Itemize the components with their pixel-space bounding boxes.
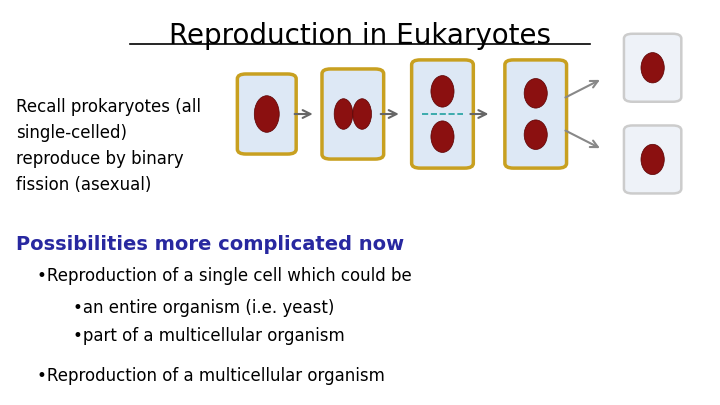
FancyBboxPatch shape (238, 74, 296, 154)
Ellipse shape (334, 99, 353, 129)
Text: Possibilities more complicated now: Possibilities more complicated now (16, 234, 404, 254)
Text: single-celled): single-celled) (16, 124, 127, 142)
Text: •Reproduction of a multicellular organism: •Reproduction of a multicellular organis… (37, 367, 385, 386)
Ellipse shape (641, 53, 665, 83)
Text: •part of a multicellular organism: •part of a multicellular organism (73, 327, 345, 345)
Text: reproduce by binary: reproduce by binary (16, 150, 184, 168)
Ellipse shape (431, 121, 454, 152)
FancyBboxPatch shape (624, 126, 681, 194)
Ellipse shape (524, 79, 547, 108)
Ellipse shape (353, 99, 372, 129)
Text: •an entire organism (i.e. yeast): •an entire organism (i.e. yeast) (73, 299, 335, 317)
Ellipse shape (524, 120, 547, 149)
Ellipse shape (254, 96, 279, 132)
Text: Recall prokaryotes (all: Recall prokaryotes (all (16, 98, 201, 116)
Text: Reproduction in Eukaryotes: Reproduction in Eukaryotes (169, 21, 551, 49)
FancyBboxPatch shape (505, 60, 567, 168)
Text: fission (asexual): fission (asexual) (16, 176, 151, 194)
Text: •Reproduction of a single cell which could be: •Reproduction of a single cell which cou… (37, 267, 412, 285)
Ellipse shape (641, 144, 665, 175)
FancyBboxPatch shape (322, 69, 384, 159)
FancyBboxPatch shape (412, 60, 473, 168)
FancyBboxPatch shape (624, 34, 681, 102)
Ellipse shape (431, 76, 454, 107)
